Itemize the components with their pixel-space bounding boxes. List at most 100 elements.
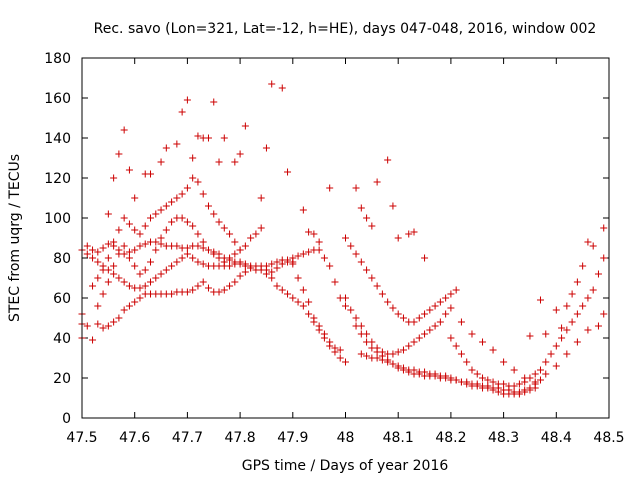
data-point	[431, 322, 439, 330]
data-point	[257, 194, 265, 202]
data-point	[399, 346, 407, 354]
data-point	[436, 318, 444, 326]
data-point	[473, 382, 481, 390]
data-point	[94, 248, 102, 256]
data-point	[378, 290, 386, 298]
data-point	[152, 246, 160, 254]
data-point	[236, 246, 244, 254]
data-point	[210, 250, 218, 258]
data-point	[531, 370, 539, 378]
data-point	[147, 214, 155, 222]
data-point	[368, 344, 376, 352]
data-point	[431, 370, 439, 378]
data-point	[589, 286, 597, 294]
data-point	[410, 318, 418, 326]
data-point	[584, 294, 592, 302]
data-point	[394, 348, 402, 356]
data-point	[152, 238, 160, 246]
data-point	[89, 246, 97, 254]
data-point	[547, 350, 555, 358]
data-point	[183, 96, 191, 104]
data-point	[162, 266, 170, 274]
data-point	[594, 270, 602, 278]
y-tick-label: 0	[62, 411, 71, 427]
data-point	[120, 242, 128, 250]
data-point	[394, 234, 402, 242]
data-point	[231, 238, 239, 246]
data-point	[89, 336, 97, 344]
data-point	[115, 250, 123, 258]
data-point	[552, 362, 560, 370]
data-point	[468, 330, 476, 338]
data-point	[189, 254, 197, 262]
data-point	[189, 286, 197, 294]
data-point	[484, 376, 492, 384]
data-point	[489, 386, 497, 394]
data-point	[204, 246, 212, 254]
data-point	[215, 158, 223, 166]
data-point	[373, 354, 381, 362]
data-point	[363, 266, 371, 274]
data-point	[178, 214, 186, 222]
data-point	[131, 262, 139, 270]
data-point	[226, 282, 234, 290]
data-point	[131, 298, 139, 306]
data-point	[136, 230, 144, 238]
data-point	[326, 184, 334, 192]
data-point	[342, 358, 349, 366]
data-point	[389, 350, 397, 358]
data-point	[457, 318, 465, 326]
data-point	[389, 202, 397, 210]
data-point	[447, 334, 455, 342]
data-point	[226, 230, 234, 238]
data-point	[373, 282, 381, 290]
data-point	[147, 278, 155, 286]
data-point	[457, 350, 465, 358]
data-point	[136, 294, 144, 302]
data-point	[568, 290, 576, 298]
data-point	[168, 218, 176, 226]
x-axis-label: GPS time / Days of year 2016	[242, 458, 449, 474]
data-point	[357, 350, 365, 358]
data-point	[136, 270, 144, 278]
data-point	[194, 132, 202, 140]
x-tick-label: 48.3	[488, 430, 519, 446]
data-point	[125, 220, 133, 228]
data-point	[210, 98, 218, 106]
data-point	[342, 294, 349, 302]
data-point	[231, 278, 239, 286]
data-point	[510, 366, 518, 374]
data-point	[183, 184, 191, 192]
data-point	[194, 230, 202, 238]
y-tick-label: 180	[44, 51, 71, 67]
data-point	[394, 362, 402, 370]
x-tick-label: 47.8	[225, 430, 256, 446]
data-point	[173, 194, 181, 202]
data-point	[204, 134, 212, 142]
data-point	[479, 338, 487, 346]
data-point	[352, 184, 360, 192]
data-point	[526, 332, 534, 340]
data-point	[542, 330, 550, 338]
data-point	[315, 246, 323, 254]
data-point	[315, 238, 323, 246]
data-point	[157, 158, 165, 166]
data-point	[162, 226, 170, 234]
data-point	[447, 304, 455, 312]
data-point	[515, 380, 523, 388]
plot-frame	[81, 57, 610, 419]
data-point	[558, 334, 566, 342]
data-point	[210, 210, 218, 218]
data-point	[199, 260, 207, 268]
data-point	[110, 270, 118, 278]
data-point	[199, 190, 207, 198]
data-point	[236, 150, 244, 158]
data-point	[436, 298, 444, 306]
data-point	[99, 290, 107, 298]
data-point	[542, 358, 550, 366]
data-point	[600, 254, 608, 262]
data-point	[252, 230, 260, 238]
axis-ticks: 47.5 47.6 47.7 47.8 47.9 48 48.1 48.2 48.3 48.4 48…	[44, 51, 624, 446]
data-point	[247, 234, 255, 242]
